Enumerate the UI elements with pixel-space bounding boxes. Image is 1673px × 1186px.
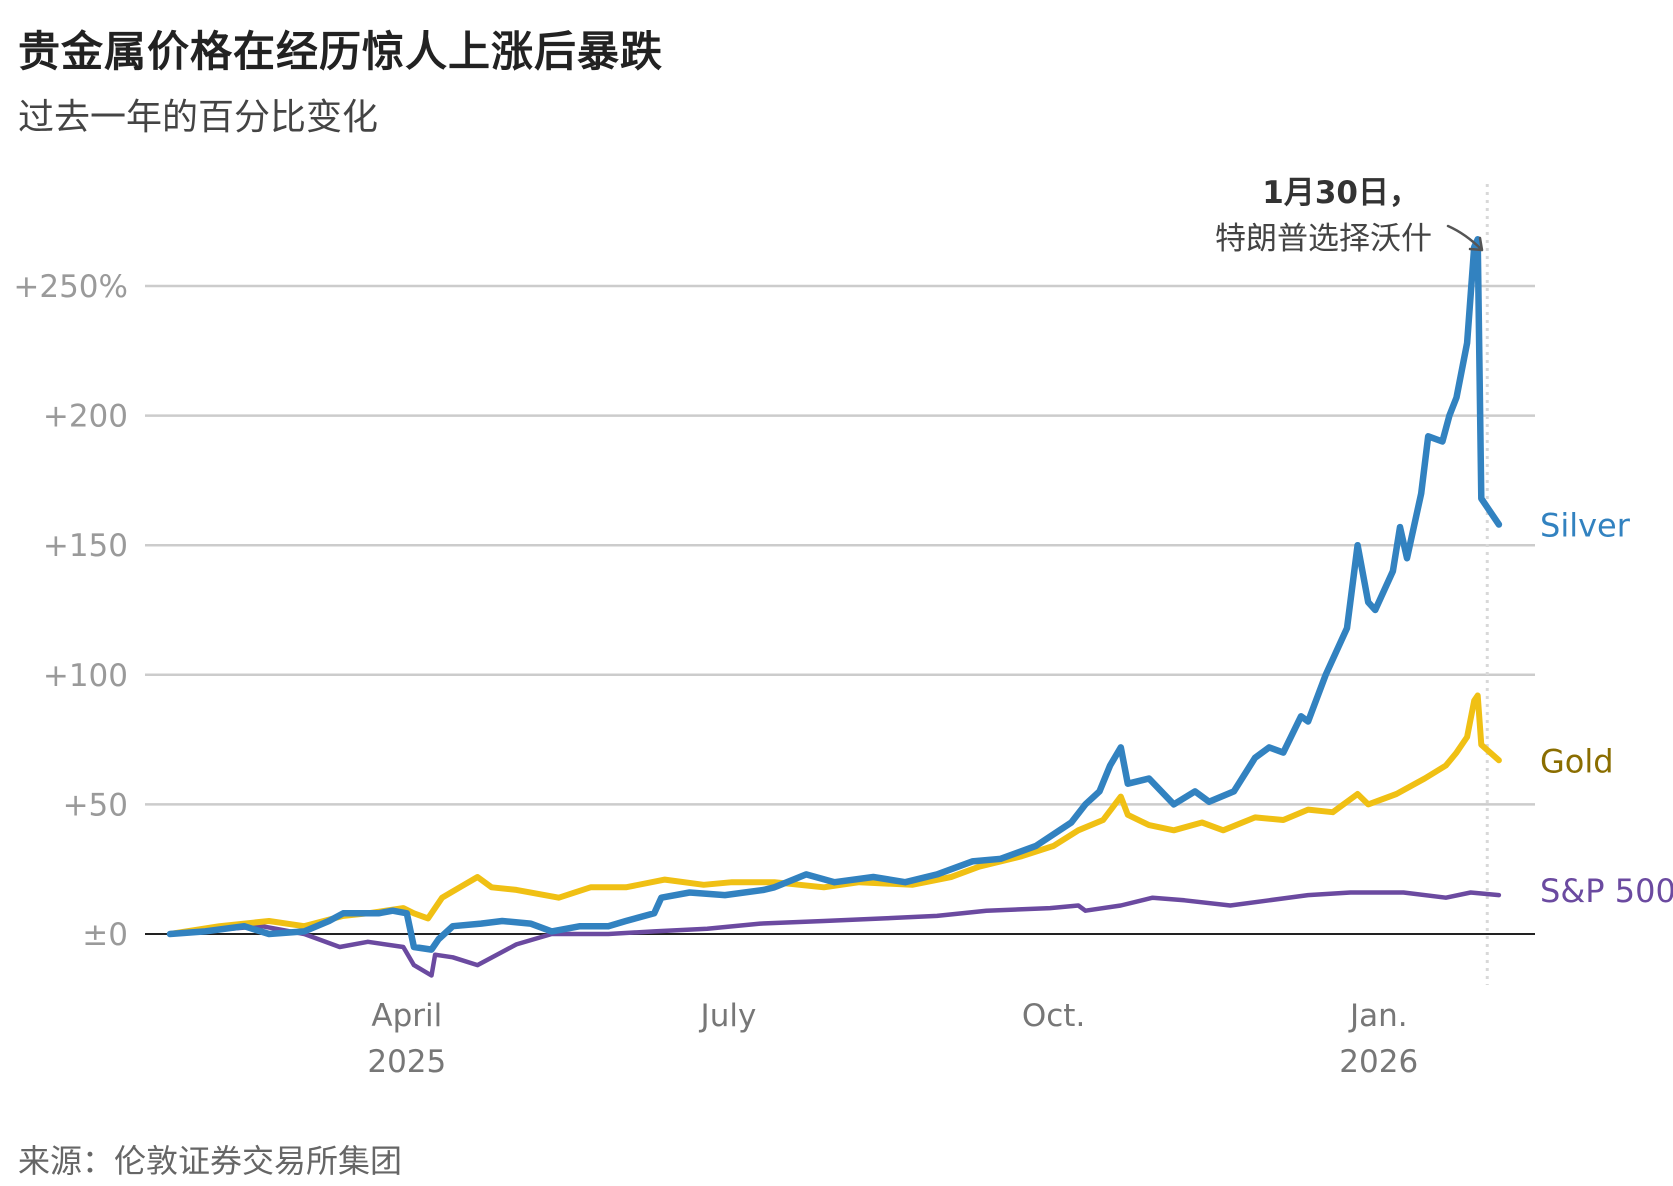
series-labels: Silver Gold S&P 500 xyxy=(1540,506,1673,909)
series-line-gold xyxy=(167,692,1502,937)
grid-lines xyxy=(145,284,1535,935)
series-label-silver: Silver xyxy=(1540,506,1631,544)
x-tick-label: April xyxy=(371,998,442,1034)
chart-title: 贵金属价格在经历惊人上涨后暴跌 xyxy=(18,27,664,76)
annotation: 1月30日， 特朗普选择沃什 xyxy=(1215,175,1484,257)
annotation-date: 1月30日， xyxy=(1262,175,1420,211)
y-tick-label: +50 xyxy=(63,787,128,823)
x-axis-ticks: April 2025 July Oct. Jan. 2026 xyxy=(367,998,1418,1080)
y-tick-label: ±0 xyxy=(82,917,128,953)
x-tick-label: July xyxy=(699,998,757,1034)
x-tick-year-label: 2025 xyxy=(367,1044,446,1080)
chart-subtitle: 过去一年的百分比变化 xyxy=(18,97,379,138)
annotation-text: 特朗普选择沃什 xyxy=(1215,221,1432,257)
series-lines xyxy=(166,236,1503,978)
series-label-gold: Gold xyxy=(1540,742,1614,780)
y-tick-label: +200 xyxy=(43,399,128,435)
x-tick-year-label: 2026 xyxy=(1339,1044,1418,1080)
y-tick-label: +150 xyxy=(43,528,128,564)
y-tick-label: +250% xyxy=(13,269,128,305)
source-note: 来源：伦敦证券交易所集团 xyxy=(18,1142,403,1180)
y-tick-label: +100 xyxy=(43,658,128,694)
x-tick-label: Jan. xyxy=(1348,998,1408,1034)
series-label-sp500: S&P 500 xyxy=(1540,872,1673,910)
series-line-sp500 xyxy=(167,890,1502,978)
annotation-arrow-icon xyxy=(1446,224,1484,252)
y-axis-ticks: ±0 +50 +100 +150 +200 +250% xyxy=(13,269,128,953)
series-line-silver xyxy=(166,236,1503,953)
x-tick-label: Oct. xyxy=(1022,998,1085,1034)
